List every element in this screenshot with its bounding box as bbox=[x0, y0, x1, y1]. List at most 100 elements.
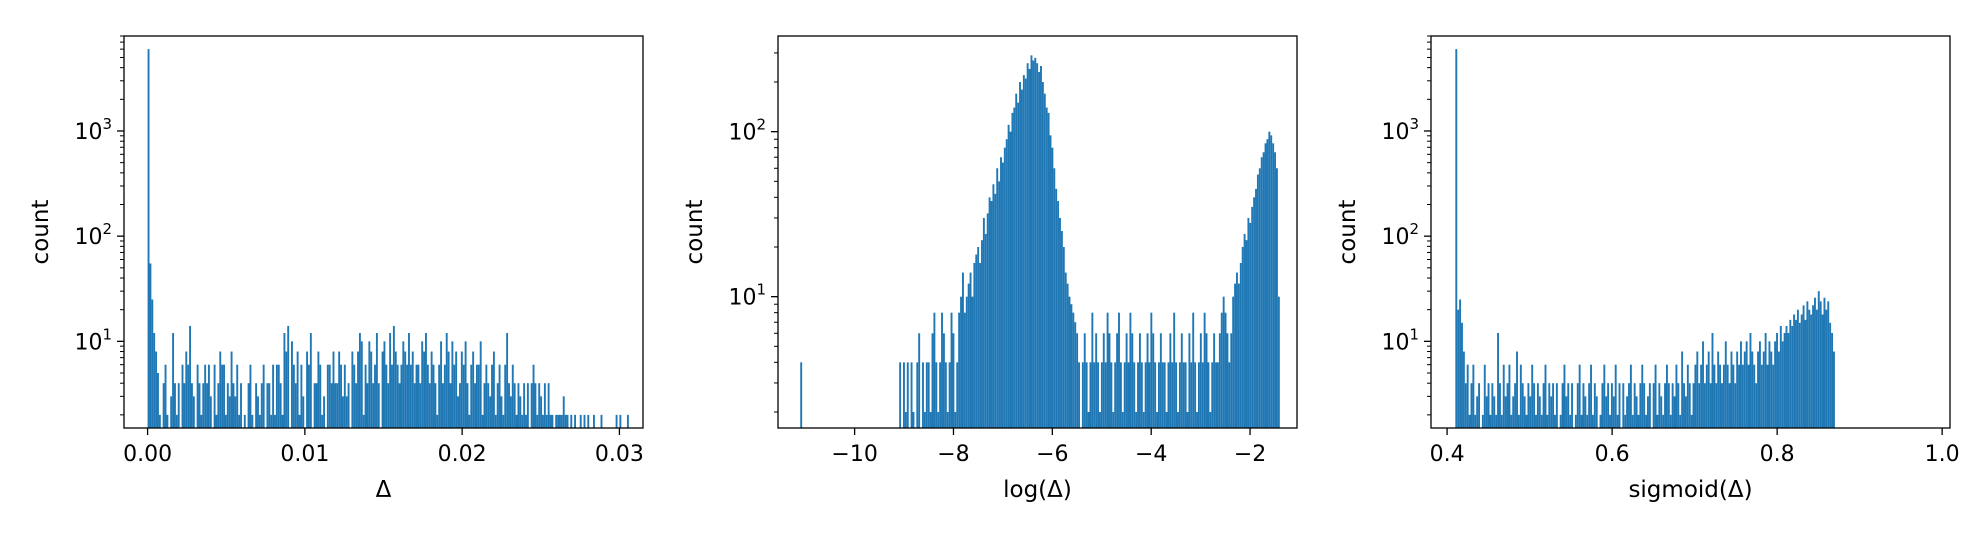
log-delta-histogram-panel: 101 102 −10 −8 −6 −4 −2 log(Δ) count bbox=[682, 35, 1298, 503]
sigmoid-delta-histogram-bar bbox=[1808, 309, 1811, 428]
log-delta-histogram-bar bbox=[941, 312, 943, 428]
log-delta-histogram-bar bbox=[1218, 333, 1221, 428]
delta-histogram-bar bbox=[283, 333, 286, 428]
log-delta-histogram-bar bbox=[1161, 362, 1164, 428]
sigmoid-delta-histogram-bar bbox=[1531, 364, 1534, 428]
sigmoid-delta-histogram-bar bbox=[1495, 414, 1498, 428]
sigmoid-delta-histogram-bar bbox=[1692, 383, 1695, 428]
log-delta-histogram-bar bbox=[1171, 362, 1174, 428]
delta-histogram-bar bbox=[411, 351, 414, 428]
sigmoid-delta-histogram-bar bbox=[1802, 305, 1805, 428]
sigmoid-delta-histogram-bar bbox=[1732, 364, 1735, 428]
delta-histogram-bar bbox=[326, 364, 329, 428]
sigmoid-delta-histogram-bar bbox=[1728, 383, 1731, 428]
delta-histogram-bar bbox=[321, 414, 324, 428]
log-delta-histogram-bar bbox=[1106, 312, 1109, 428]
sigmoid-delta-histogram-bar bbox=[1622, 383, 1625, 428]
log-delta-histogram-bar bbox=[1062, 247, 1065, 428]
sigmoid-delta-histogram-bar bbox=[1789, 319, 1792, 428]
delta-histogram-bar bbox=[230, 351, 233, 428]
delta-histogram-bar bbox=[415, 364, 418, 428]
sigmoid-delta-histogram-bar bbox=[1633, 383, 1636, 428]
delta-bars bbox=[147, 49, 629, 428]
sigmoid-delta-histogram-bar bbox=[1582, 383, 1585, 428]
delta-histogram-bar bbox=[381, 351, 384, 428]
log-delta-histogram-bar bbox=[1057, 201, 1060, 428]
sigmoid-delta-histogram-bar bbox=[1599, 414, 1602, 428]
sigmoid-delta-histogram-bar bbox=[1457, 309, 1460, 428]
sigmoid-delta-histogram-bar bbox=[1700, 364, 1703, 428]
sigmoid-delta-histogram-bar bbox=[1576, 383, 1579, 428]
delta-histogram-bar bbox=[500, 396, 503, 428]
sigmoid-delta-histogram-bar bbox=[1635, 396, 1638, 428]
sigmoid-delta-histogram-bar bbox=[1586, 414, 1589, 428]
sigmoid-delta-histogram-bar bbox=[1508, 364, 1511, 428]
delta-histogram-bar bbox=[494, 414, 497, 428]
sigmoid-delta-histogram-bar bbox=[1667, 383, 1670, 428]
sigmoid-delta-histogram-bar bbox=[1812, 305, 1815, 428]
sigmoid-delta-histogram-bar bbox=[1743, 351, 1746, 428]
delta-histogram-bar bbox=[526, 383, 529, 428]
log-delta-histogram-bar bbox=[1277, 296, 1280, 428]
delta-histogram-bar bbox=[323, 396, 325, 428]
log-delta-histogram-bar bbox=[967, 283, 970, 428]
log-delta-histogram-bar bbox=[1239, 262, 1242, 428]
delta-histogram-bar bbox=[157, 373, 159, 428]
delta-histogram-bar bbox=[219, 351, 222, 428]
log-delta-histogram-bar bbox=[1045, 107, 1048, 428]
sigmoid-delta-histogram-bar bbox=[1762, 351, 1765, 428]
sigmoid-delta-histogram-bar bbox=[1529, 396, 1532, 428]
log-delta-histogram-bar bbox=[1055, 188, 1058, 428]
delta-histogram-bar bbox=[498, 364, 501, 428]
sigmoid-delta-histogram-bar bbox=[1478, 383, 1481, 428]
delta-histogram-bar bbox=[432, 364, 435, 428]
log-delta-histogram-bar bbox=[1053, 168, 1056, 428]
log-delta-histogram-bar bbox=[937, 412, 940, 428]
sigmoid-delta-histogram-bar bbox=[1804, 319, 1807, 428]
log-delta-histogram-bar bbox=[1001, 162, 1004, 429]
delta-histogram-bar bbox=[347, 383, 350, 428]
delta-histogram-bar bbox=[430, 351, 433, 428]
log-delta-histogram-bar bbox=[1205, 333, 1208, 428]
log-delta-histogram-bar bbox=[1026, 63, 1029, 428]
log-delta-histogram-bar bbox=[1000, 157, 1002, 429]
delta-histogram-bar bbox=[396, 364, 399, 428]
delta-histogram-bar bbox=[536, 414, 539, 428]
delta-histogram-bar bbox=[560, 414, 563, 428]
delta-histogram-bar bbox=[426, 364, 429, 428]
log-delta-histogram-bar bbox=[1272, 143, 1275, 428]
sigmoid-delta-x-tick-label: 0.8 bbox=[1760, 442, 1795, 467]
sigmoid-delta-histogram-bar bbox=[1705, 364, 1708, 428]
delta-histogram-bar bbox=[626, 414, 629, 428]
delta-histogram-bar bbox=[559, 414, 561, 428]
log-delta-histogram-bar bbox=[975, 254, 978, 428]
log-delta-histogram-bar bbox=[1177, 412, 1179, 428]
log-delta-histogram-bar bbox=[1196, 412, 1198, 428]
log-delta-x-tick-label: −6 bbox=[1036, 442, 1068, 467]
sigmoid-delta-histogram-bar bbox=[1698, 383, 1701, 428]
delta-histogram-bar bbox=[443, 364, 446, 428]
delta-histogram-bar bbox=[485, 364, 488, 428]
delta-histogram-bar bbox=[532, 364, 535, 428]
delta-histogram-bar bbox=[202, 383, 205, 428]
log-delta-histogram-bar bbox=[979, 262, 982, 428]
delta-histogram-bar bbox=[436, 414, 439, 428]
sigmoid-delta-histogram-bar bbox=[1591, 414, 1594, 428]
sigmoid-delta-histogram-bar bbox=[1757, 351, 1759, 428]
log-delta-histogram-bar bbox=[1190, 362, 1193, 428]
sigmoid-delta-histogram-bar bbox=[1593, 383, 1596, 428]
log-delta-histogram-bar bbox=[1258, 168, 1261, 428]
log-delta-histogram-bar bbox=[1112, 412, 1115, 428]
log-delta-histogram-bar bbox=[1074, 322, 1077, 428]
delta-histogram-bar bbox=[566, 414, 569, 428]
log-delta-histogram-bar bbox=[922, 362, 924, 428]
log-delta-histogram-bar bbox=[1118, 312, 1120, 428]
delta-histogram-bar bbox=[511, 364, 514, 428]
delta-histogram-bar bbox=[406, 364, 409, 428]
delta-histogram-bar bbox=[207, 364, 210, 428]
log-delta-histogram-bar bbox=[948, 362, 951, 428]
sigmoid-delta-histogram-bar bbox=[1512, 396, 1515, 428]
log-delta-histogram-bar bbox=[1095, 333, 1098, 428]
delta-x-axis-label: Δ bbox=[376, 477, 392, 503]
sigmoid-delta-x-tick-label: 0.4 bbox=[1430, 442, 1465, 467]
